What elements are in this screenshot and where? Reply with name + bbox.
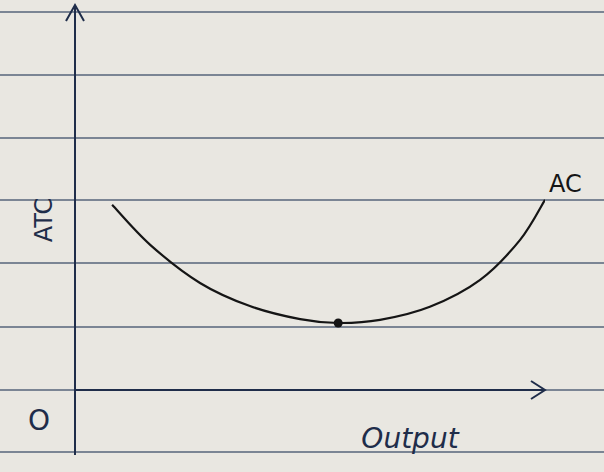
x-axis-arrow <box>531 381 545 399</box>
chart: AC ATC Output O <box>0 0 604 472</box>
x-axis-title: Output <box>361 422 459 455</box>
curve-label: AC <box>549 170 582 198</box>
ruled-line <box>0 389 604 390</box>
ruled-line <box>0 11 604 12</box>
ruled-line <box>0 137 604 138</box>
paper <box>0 0 604 472</box>
point <box>334 319 343 328</box>
ruled-line <box>0 262 604 263</box>
x-axis <box>75 389 545 391</box>
y-axis <box>74 5 76 455</box>
origin-label: O <box>28 404 50 437</box>
ruled-line <box>0 326 604 327</box>
ac-curve <box>112 200 545 323</box>
ruled-line <box>0 451 604 452</box>
ruled-line <box>0 199 604 200</box>
ruled-line <box>0 74 604 75</box>
plot-area <box>112 200 545 328</box>
y-axis-arrow <box>66 5 84 21</box>
y-axis-title: ATC <box>30 198 58 243</box>
